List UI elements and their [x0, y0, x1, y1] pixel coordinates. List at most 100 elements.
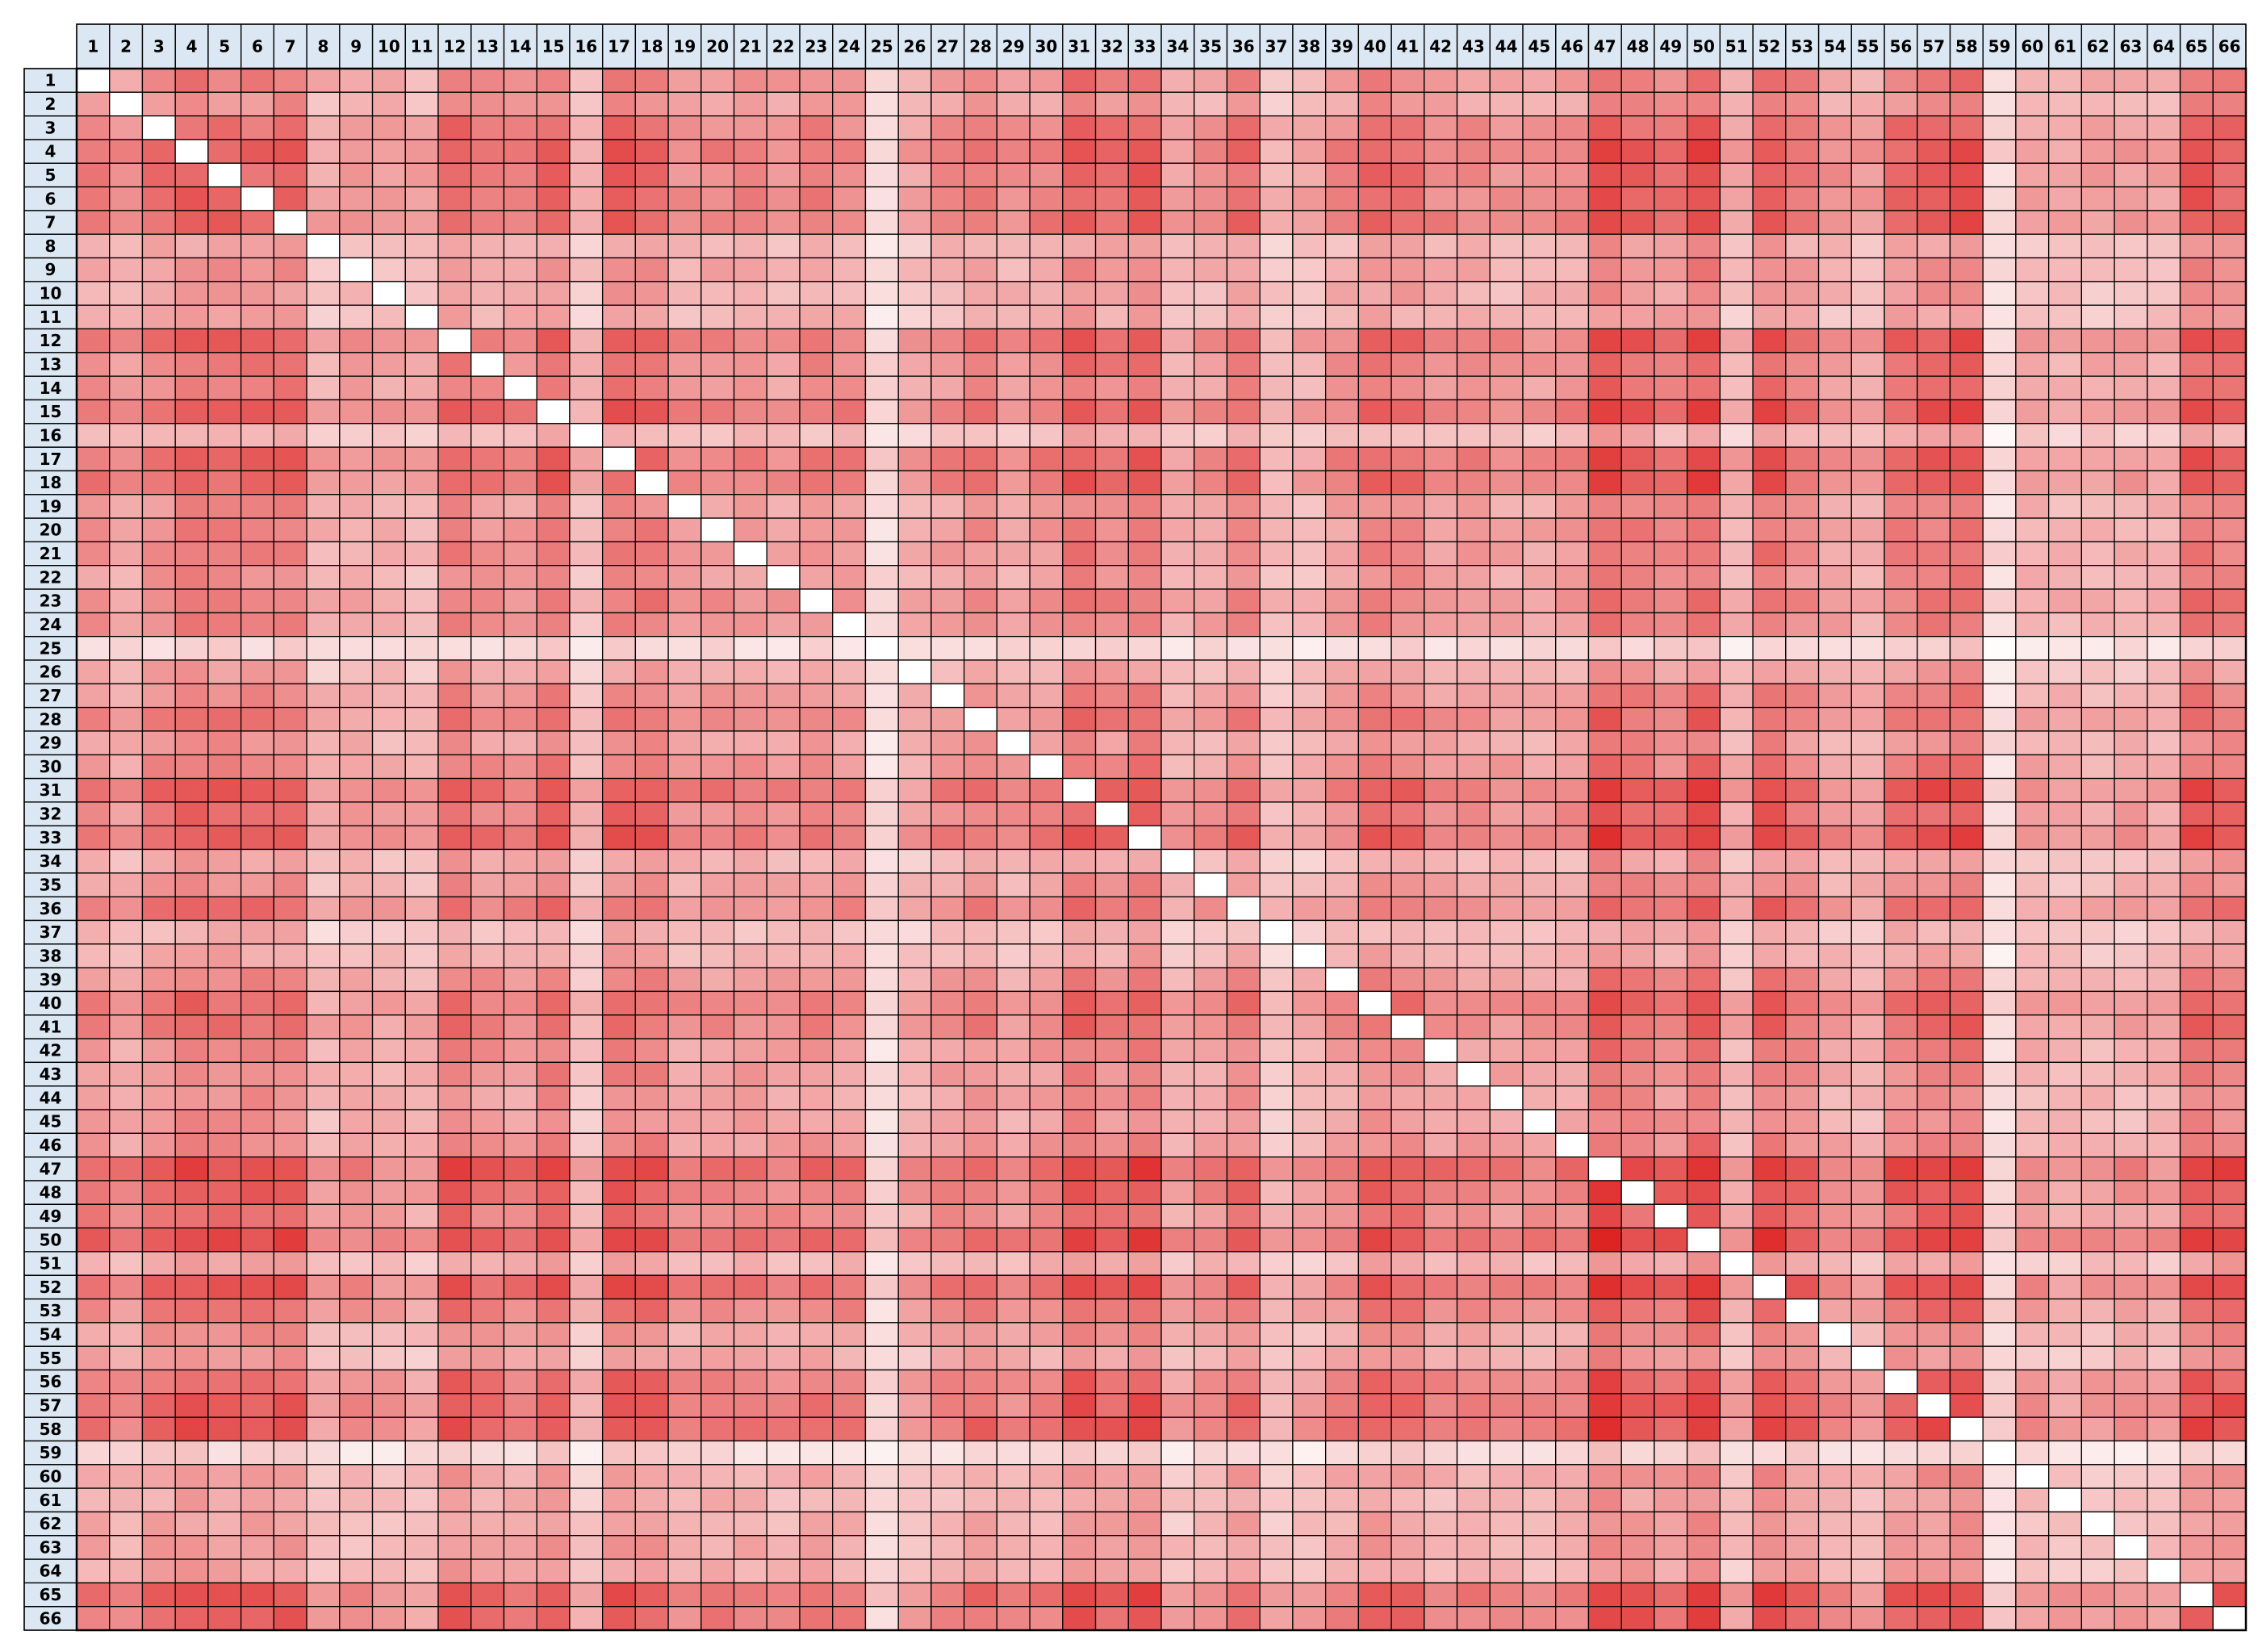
heatmap-cell-25-34: [1160, 635, 1195, 661]
heatmap-cell-12-27: [930, 328, 965, 353]
heatmap-cell-40-2: [109, 990, 144, 1016]
heatmap-cell-50-59: [1982, 1227, 2017, 1253]
heatmap-cell-65-20: [700, 1582, 735, 1608]
heatmap-cell-19-66: [2212, 494, 2247, 519]
heatmap-cell-10-49: [1654, 281, 1688, 306]
heatmap-cell-51-11: [404, 1251, 439, 1276]
heatmap-cell-50-15: [536, 1227, 571, 1253]
heatmap-cell-35-30: [1029, 872, 1064, 897]
heatmap-cell-40-65: [2179, 990, 2214, 1016]
heatmap-cell-34-57: [1917, 848, 1951, 874]
heatmap-cell-11-47: [1587, 304, 1622, 330]
heatmap-cell-16-22: [766, 423, 801, 448]
heatmap-cell-4-23: [799, 139, 834, 164]
heatmap-cell-40-34: [1160, 990, 1195, 1016]
heatmap-cell-50-5: [207, 1227, 242, 1253]
heatmap-cell-59-22: [766, 1440, 801, 1466]
heatmap-cell-7-41: [1390, 210, 1425, 235]
heatmap-cell-39-57: [1917, 967, 1951, 993]
heatmap-cell-19-64: [2147, 494, 2181, 519]
heatmap-cell-60-66: [2212, 1464, 2247, 1489]
heatmap-cell-57-38: [1292, 1393, 1327, 1418]
heatmap-cell-24-53: [1785, 612, 1820, 638]
heatmap-cell-64-26: [897, 1558, 932, 1584]
heatmap-cell-42-43: [1456, 1038, 1491, 1064]
heatmap-cell-27-3: [141, 683, 176, 709]
heatmap-cell-28-3: [141, 706, 176, 732]
heatmap-cell-43-58: [1949, 1061, 1984, 1087]
heatmap-cell-41-4: [174, 1014, 209, 1039]
heatmap-cell-56-49: [1654, 1369, 1688, 1395]
heatmap-cell-16-39: [1324, 423, 1360, 448]
heatmap-cell-47-21: [733, 1156, 767, 1181]
heatmap-cell-20-50: [1686, 517, 1721, 543]
heatmap-cell-64-12: [437, 1558, 472, 1584]
heatmap-cell-24-48: [1620, 612, 1655, 638]
heatmap-cell-34-10: [371, 848, 406, 874]
heatmap-cell-18-42: [1424, 470, 1458, 496]
heatmap-cell-22-15: [536, 565, 571, 590]
heatmap-cell-26-54: [1817, 659, 1852, 684]
heatmap-cell-46-17: [601, 1132, 637, 1158]
heatmap-cell-17-65: [2179, 446, 2214, 472]
heatmap-cell-17-54: [1817, 446, 1852, 472]
heatmap-cell-22-34: [1160, 565, 1195, 590]
heatmap-cell-66-66: [2212, 1606, 2247, 1631]
heatmap-cell-40-52: [1752, 990, 1787, 1016]
heatmap-cell-58-58: [1949, 1416, 1984, 1442]
heatmap-cell-35-55: [1850, 872, 1885, 897]
heatmap-cell-47-30: [1029, 1156, 1064, 1181]
heatmap-cell-48-24: [832, 1180, 867, 1205]
heatmap-cell-13-38: [1292, 352, 1327, 377]
heatmap-cell-56-53: [1785, 1369, 1820, 1395]
heatmap-cell-51-5: [207, 1251, 242, 1276]
heatmap-cell-24-51: [1719, 612, 1754, 638]
heatmap-cell-15-5: [207, 399, 242, 425]
heatmap-cell-39-3: [141, 967, 176, 993]
heatmap-cell-3-60: [2015, 115, 2050, 140]
heatmap-cell-53-3: [141, 1298, 176, 1324]
heatmap-cell-29-34: [1160, 730, 1195, 755]
heatmap-cell-28-10: [371, 706, 406, 732]
heatmap-cell-62-4: [174, 1511, 209, 1537]
heatmap-cell-13-60: [2015, 352, 2050, 377]
heatmap-cell-63-59: [1982, 1535, 2017, 1560]
heatmap-cell-66-64: [2147, 1606, 2181, 1631]
heatmap-cell-51-3: [141, 1251, 176, 1276]
column-label-19: 19: [674, 37, 696, 56]
row-label-43: 43: [40, 1064, 62, 1084]
heatmap-cell-17-28: [963, 446, 998, 472]
heatmap-cell-39-49: [1654, 967, 1688, 993]
heatmap-cell-58-34: [1160, 1416, 1195, 1442]
heatmap-cell-44-19: [667, 1085, 702, 1110]
heatmap-cell-1-41: [1390, 68, 1425, 93]
heatmap-cell-29-22: [766, 730, 801, 755]
heatmap-cell-10-58: [1949, 281, 1984, 306]
heatmap-cell-6-37: [1259, 186, 1294, 211]
heatmap-cell-66-52: [1752, 1606, 1787, 1631]
heatmap-cell-7-17: [601, 210, 637, 235]
heatmap-cell-9-39: [1324, 257, 1360, 282]
heatmap-cell-1-66: [2212, 68, 2247, 93]
heatmap-cell-5-26: [897, 162, 932, 188]
heatmap-cell-55-49: [1654, 1345, 1688, 1371]
heatmap-cell-16-25: [864, 423, 899, 448]
heatmap-cell-39-7: [273, 967, 307, 993]
heatmap-cell-20-41: [1390, 517, 1425, 543]
heatmap-cell-60-55: [1850, 1464, 1885, 1489]
heatmap-cell-50-62: [2080, 1227, 2115, 1253]
heatmap-cell-45-66: [2212, 1109, 2247, 1134]
heatmap-cell-27-18: [634, 683, 669, 709]
heatmap-cell-19-18: [634, 494, 669, 519]
heatmap-cell-20-13: [470, 517, 505, 543]
heatmap-cell-33-7: [273, 825, 307, 851]
heatmap-cell-50-29: [996, 1227, 1031, 1253]
heatmap-cell-24-58: [1949, 612, 1984, 638]
heatmap-cell-6-17: [601, 186, 637, 211]
heatmap-cell-7-42: [1424, 210, 1458, 235]
heatmap-cell-34-26: [897, 848, 932, 874]
heatmap-cell-64-62: [2080, 1558, 2115, 1584]
heatmap-cell-16-40: [1357, 423, 1392, 448]
heatmap-cell-11-42: [1424, 304, 1458, 330]
heatmap-cell-41-64: [2147, 1014, 2181, 1039]
